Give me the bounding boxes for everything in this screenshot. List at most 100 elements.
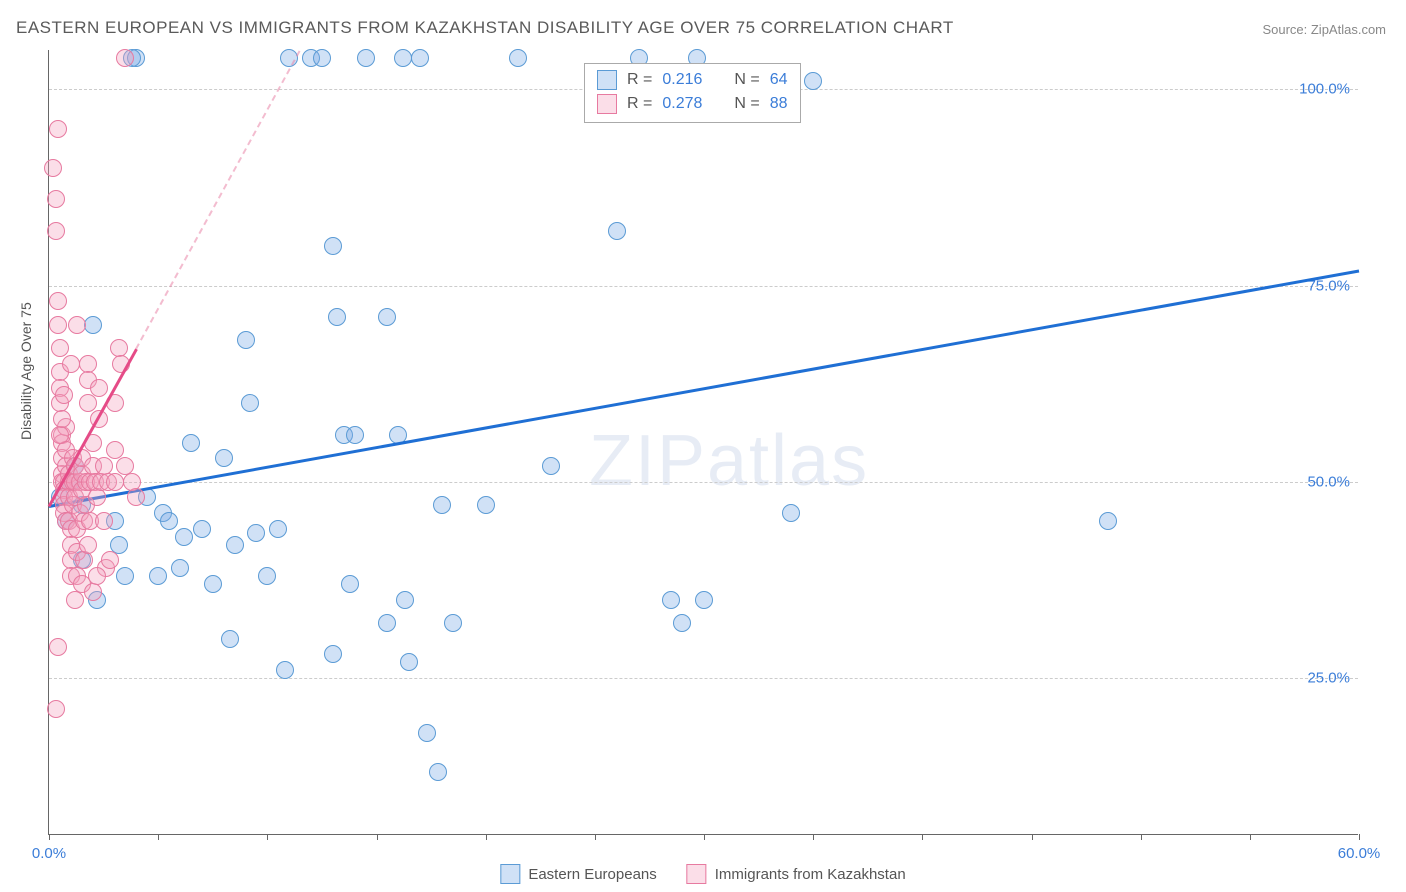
n-label: N = [734,71,759,89]
legend-label: Immigrants from Kazakhstan [715,866,906,883]
data-point [193,520,211,538]
data-point [47,190,65,208]
legend-swatch [597,94,617,114]
data-point [127,488,145,506]
data-point [79,394,97,412]
data-point [51,426,69,444]
x-tick-mark [813,834,814,840]
data-point [394,49,412,67]
data-point [55,386,73,404]
data-point [247,524,265,542]
x-tick-label: 60.0% [1338,845,1381,862]
n-label: N = [734,95,759,113]
data-point [324,237,342,255]
data-point [149,567,167,585]
data-point [378,308,396,326]
plot-area: ZIPatlas 25.0%50.0%75.0%100.0%0.0%60.0%R… [48,50,1358,835]
data-point [357,49,375,67]
data-point [444,614,462,632]
data-point [226,536,244,554]
source-label: Source: ZipAtlas.com [1262,22,1386,37]
n-value: 64 [770,71,788,89]
x-tick-mark [267,834,268,840]
data-point [66,591,84,609]
data-point [79,536,97,554]
data-point [400,653,418,671]
data-point [804,72,822,90]
data-point [608,222,626,240]
r-value: 0.278 [662,95,702,113]
data-point [433,496,451,514]
data-point [44,159,62,177]
legend-item: Immigrants from Kazakhstan [687,864,906,884]
data-point [160,512,178,530]
legend-swatch [500,864,520,884]
y-tick-label: 100.0% [1299,81,1350,98]
x-tick-mark [49,834,50,840]
r-value: 0.216 [662,71,702,89]
data-point [542,457,560,475]
stats-row: R =0.278N =88 [597,92,788,116]
data-point [1099,512,1117,530]
trend-line [135,51,300,350]
stats-box: R =0.216N =64R =0.278N =88 [584,63,801,123]
data-point [411,49,429,67]
gridline [49,678,1358,679]
x-tick-mark [1141,834,1142,840]
x-tick-mark [1250,834,1251,840]
x-tick-mark [1032,834,1033,840]
data-point [662,591,680,609]
data-point [204,575,222,593]
data-point [116,49,134,67]
data-point [346,426,364,444]
data-point [62,355,80,373]
y-tick-label: 50.0% [1307,473,1350,490]
data-point [88,567,106,585]
data-point [221,630,239,648]
data-point [106,473,124,491]
data-point [175,528,193,546]
chart-title: EASTERN EUROPEAN VS IMMIGRANTS FROM KAZA… [16,18,954,38]
data-point [695,591,713,609]
legend-label: Eastern Europeans [528,866,656,883]
data-point [509,49,527,67]
data-point [237,331,255,349]
x-tick-mark [158,834,159,840]
trend-line [49,270,1360,508]
data-point [418,724,436,742]
data-point [95,512,113,530]
data-point [341,575,359,593]
data-point [276,661,294,679]
x-tick-mark [595,834,596,840]
data-point [429,763,447,781]
data-point [673,614,691,632]
data-point [49,120,67,138]
data-point [51,339,69,357]
data-point [49,638,67,656]
data-point [215,449,233,467]
data-point [88,488,106,506]
data-point [75,551,93,569]
data-point [269,520,287,538]
data-point [258,567,276,585]
bottom-legend: Eastern Europeans Immigrants from Kazakhs… [500,864,905,884]
r-label: R = [627,95,652,113]
data-point [182,434,200,452]
data-point [241,394,259,412]
y-tick-label: 25.0% [1307,670,1350,687]
y-axis-label: Disability Age Over 75 [18,302,34,440]
data-point [396,591,414,609]
data-point [477,496,495,514]
legend-swatch [597,70,617,90]
data-point [378,614,396,632]
legend-item: Eastern Europeans [500,864,656,884]
x-tick-mark [486,834,487,840]
data-point [324,645,342,663]
x-tick-mark [704,834,705,840]
data-point [53,410,71,428]
stats-row: R = 0.216 N = 64 [597,68,788,92]
r-label: R = [627,71,652,89]
data-point [116,567,134,585]
data-point [106,441,124,459]
data-point [101,551,119,569]
